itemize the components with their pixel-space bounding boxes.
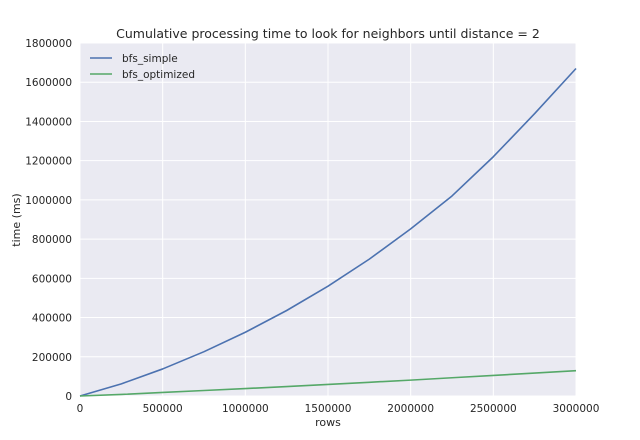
- x-tick-label: 3000000: [553, 403, 600, 415]
- y-tick-label: 800000: [32, 234, 72, 246]
- y-tick-label: 400000: [32, 313, 72, 325]
- y-tick-label: 1200000: [25, 156, 72, 168]
- y-tick-label: 1600000: [25, 77, 72, 89]
- y-tick-label: 0: [65, 391, 72, 403]
- x-axis-label: rows: [315, 416, 341, 429]
- x-tick-label: 1000000: [222, 403, 269, 415]
- x-tick-label: 1500000: [305, 403, 352, 415]
- x-tick-label: 2500000: [470, 403, 517, 415]
- y-tick-label: 200000: [32, 352, 72, 364]
- y-tick-labels: 0 200000 400000 600000 800000 1000000 1200000 1…: [25, 38, 72, 403]
- grid-lines: [79, 42, 577, 397]
- x-tick-label: 500000: [143, 403, 183, 415]
- y-tick-label: 600000: [32, 273, 72, 285]
- x-tick-labels: 0 500000 1000000 1500000 2000000 2500000 30000…: [77, 403, 600, 415]
- legend: bfs_simple bfs_optimized: [90, 53, 195, 81]
- y-tick-label: 1800000: [25, 38, 72, 50]
- y-axis-label: time (ms): [10, 193, 23, 246]
- y-tick-label: 1400000: [25, 116, 72, 128]
- x-tick-label: 2000000: [387, 403, 434, 415]
- series-line-bfs-optimized: [79, 369, 577, 397]
- legend-label-bfs-optimized: bfs_optimized: [122, 69, 195, 81]
- series-line-bfs-simple: [79, 67, 577, 397]
- legend-label-bfs-simple: bfs_simple: [122, 53, 178, 65]
- chart-title: Cumulative processing time to look for n…: [116, 26, 540, 41]
- x-tick-label: 0: [77, 403, 84, 415]
- y-tick-label: 1000000: [25, 195, 72, 207]
- series-lines: [79, 67, 577, 397]
